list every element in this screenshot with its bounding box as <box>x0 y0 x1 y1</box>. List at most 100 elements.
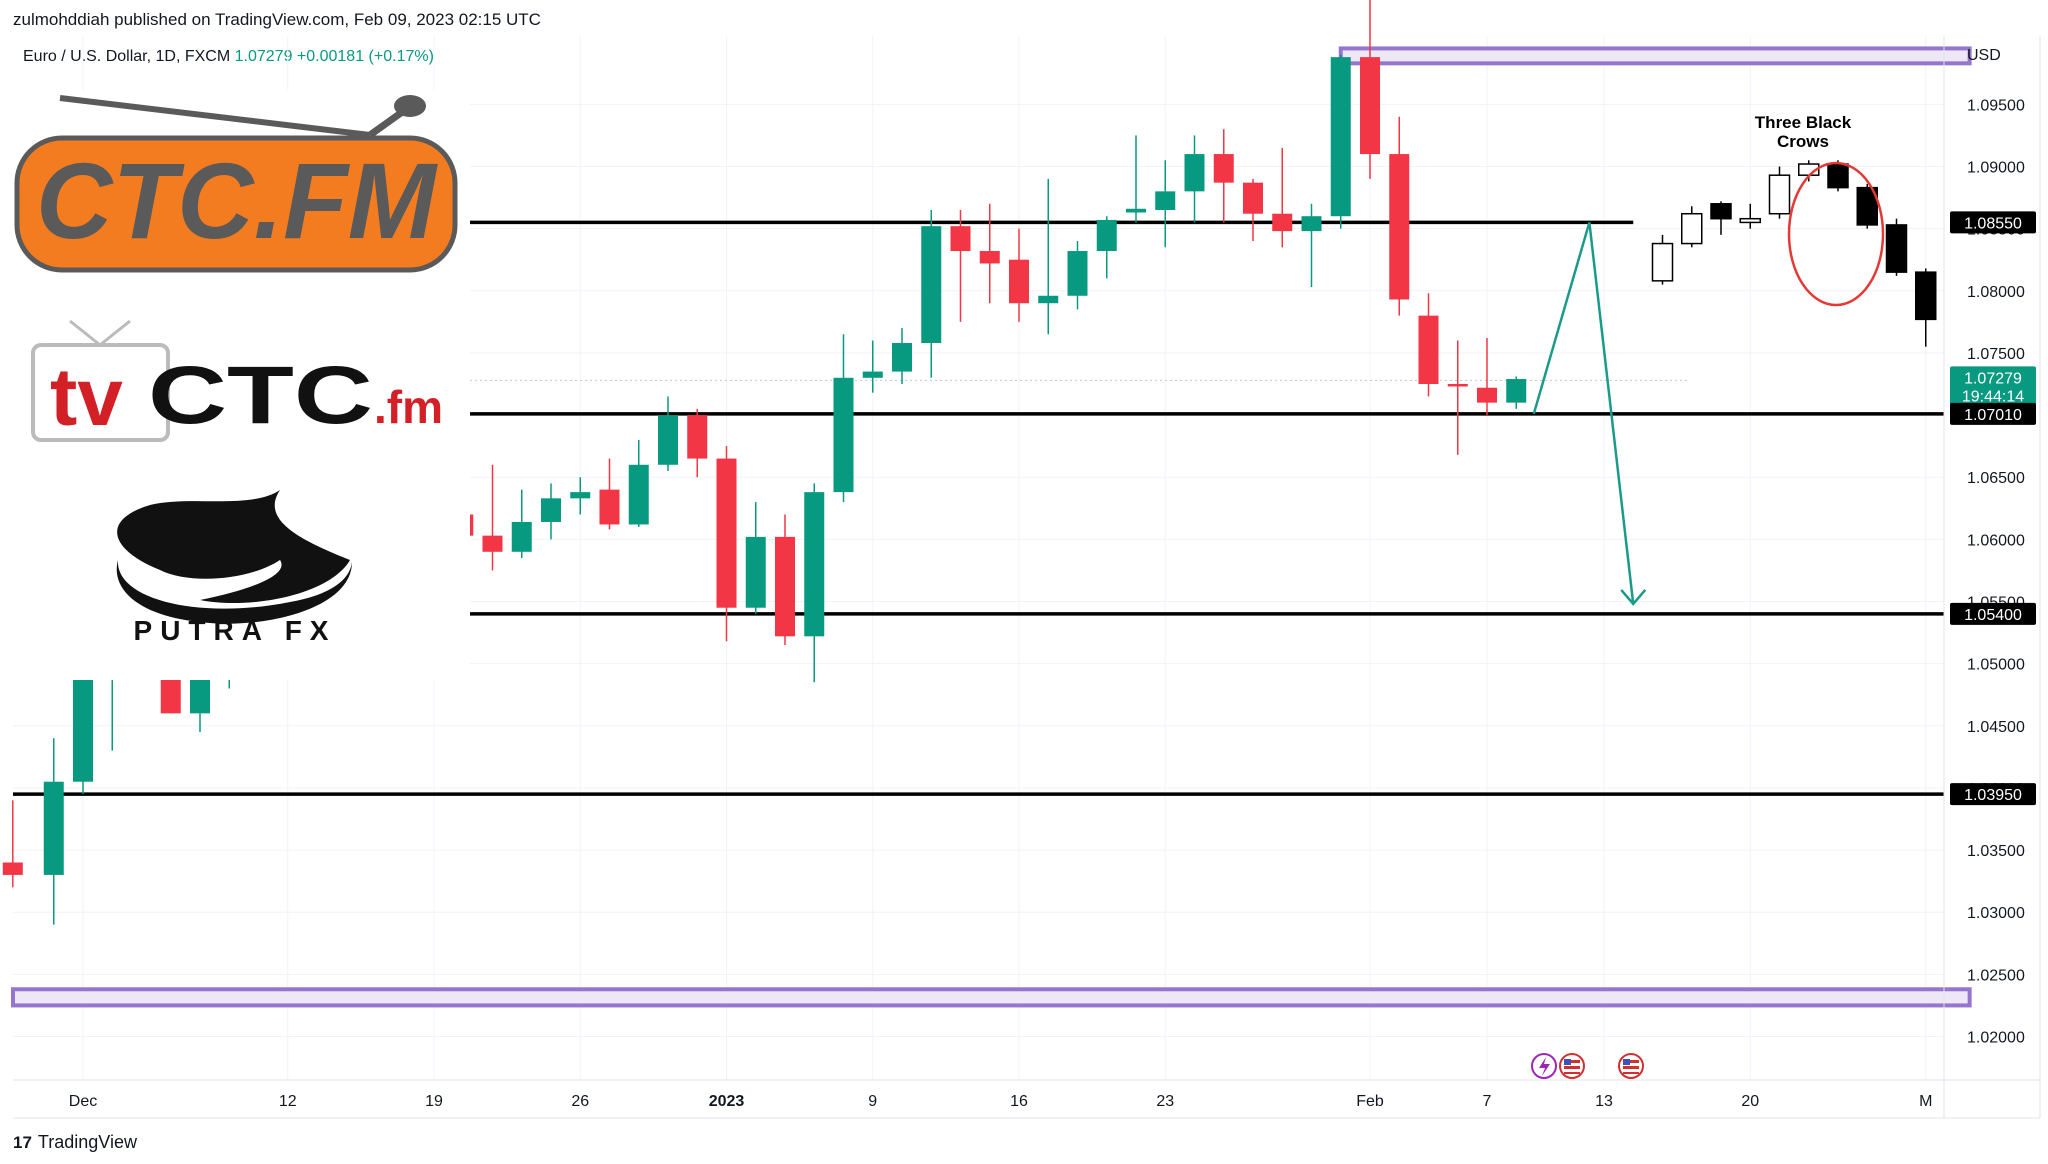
candle <box>1739 203 1761 229</box>
price-tick-label: 1.08000 <box>1967 284 2025 301</box>
candle-body <box>1418 315 1439 384</box>
candle <box>1915 268 1937 347</box>
candle <box>1155 160 1176 248</box>
event-icons <box>1531 1053 1644 1079</box>
price-label-box <box>1950 602 2036 625</box>
time-tick-label: 23 <box>1156 1093 1174 1110</box>
time-tick-label: 19 <box>425 1093 443 1110</box>
candle-body <box>1360 57 1380 155</box>
price-label-box <box>1950 402 2036 425</box>
candle <box>1389 116 1410 316</box>
candle-body <box>1096 219 1117 252</box>
time-tick-label: Dec <box>69 1093 97 1110</box>
candle-body <box>775 536 795 637</box>
candle-body <box>1651 242 1674 282</box>
candle-body <box>1477 387 1497 403</box>
symbol-price: 1.07279 <box>234 48 293 65</box>
svg-text:.fm: .fm <box>374 381 443 433</box>
candle-body <box>1184 154 1205 192</box>
currency-label: USD <box>1967 47 2001 64</box>
chart-projection <box>1532 160 1937 606</box>
price-label-4: 1.03950 <box>1950 783 2036 806</box>
candle <box>1681 206 1703 248</box>
candle-body <box>1301 216 1322 232</box>
candle <box>1651 234 1674 285</box>
chart-zones <box>11 46 1972 1008</box>
candle-body <box>1885 224 1908 273</box>
candle-body <box>745 536 766 608</box>
candle-body <box>979 251 1000 264</box>
price-label-3: 1.05400 <box>1950 602 2036 625</box>
candle-body <box>1915 271 1937 321</box>
time-tick-label: 7 <box>1483 1093 1492 1110</box>
projection-arrow-line <box>1532 222 1635 605</box>
candle <box>804 483 825 683</box>
price-tick-label: 1.06500 <box>1967 470 2025 487</box>
candle-body <box>687 415 708 459</box>
candle <box>1213 129 1234 223</box>
candle <box>1067 241 1088 310</box>
candle <box>775 514 795 645</box>
time-tick-label: 12 <box>279 1093 297 1110</box>
price-tick-label: 1.09500 <box>1967 97 2025 114</box>
candle-body <box>511 521 532 552</box>
annotation-text-1: Three Black <box>1755 113 1852 132</box>
price-tick-label: 1.03000 <box>1967 905 2025 922</box>
candle <box>833 334 854 503</box>
time-tick-label: 26 <box>571 1093 589 1110</box>
tradingview-brand: TradingView <box>37 1132 137 1152</box>
putra-fx-logo-image: PUTRA FX <box>116 490 352 646</box>
candle-body <box>628 464 649 525</box>
candle-body <box>658 415 678 465</box>
time-tick-label: Feb <box>1356 1093 1384 1110</box>
candle <box>1768 166 1791 219</box>
candle <box>1418 293 1439 397</box>
candle <box>1301 203 1322 288</box>
candle-body <box>482 535 503 552</box>
candle-body <box>1126 208 1146 213</box>
time-tick-label: 13 <box>1595 1093 1613 1110</box>
svg-text:PUTRA FX: PUTRA FX <box>134 615 337 646</box>
price-label-text: 1.05400 <box>1964 607 2022 624</box>
price-label-box <box>1950 783 2036 806</box>
candle <box>1126 135 1146 223</box>
candle-body <box>1768 174 1791 215</box>
candle <box>1184 135 1205 223</box>
candle <box>628 439 649 527</box>
price-label-2: 1.07010 <box>1950 402 2036 425</box>
candle <box>1360 0 1380 179</box>
candle <box>1038 178 1059 335</box>
candle-body <box>1506 379 1527 403</box>
candle-body <box>1272 213 1293 232</box>
annotation-three-black-crows: Three Black Crows <box>1755 113 1885 307</box>
candle-body <box>190 676 210 714</box>
price-label-0: 1.08550 <box>1950 211 2036 234</box>
price-tick-label: 1.07500 <box>1967 346 2025 363</box>
supply-demand-zone-1 <box>11 987 1972 1008</box>
ctc-fm-logo: CTC.FM <box>0 90 470 305</box>
supply-demand-zone-0 <box>1338 46 1972 66</box>
tvctc-fm-logo: tv CTC .fm <box>0 305 470 450</box>
candle-body <box>73 676 93 782</box>
candle-body <box>1389 154 1410 300</box>
putra-fx-logo: PUTRA FX <box>0 450 470 680</box>
candle-body <box>1447 384 1468 387</box>
tvctc-fm-logo-image: tv CTC .fm <box>31 319 443 443</box>
candle-body <box>43 781 64 875</box>
candle <box>1710 201 1732 235</box>
projection-arrow-head <box>1620 589 1647 606</box>
candle-body <box>1155 191 1176 210</box>
candle <box>1009 228 1029 322</box>
candle-body <box>1009 259 1029 304</box>
candle-body <box>892 342 912 372</box>
price-label-box <box>1950 211 2036 234</box>
chart-candles <box>2 0 1527 925</box>
tradingview-footer: 17 TradingView <box>13 1132 137 1153</box>
candle <box>1330 54 1351 229</box>
candle-body <box>950 226 971 252</box>
price-tick-label: 1.03500 <box>1967 843 2025 860</box>
price-label-text: 1.08550 <box>1964 215 2022 232</box>
candle-body <box>862 371 883 378</box>
candle <box>1506 376 1527 409</box>
candle <box>716 446 737 642</box>
